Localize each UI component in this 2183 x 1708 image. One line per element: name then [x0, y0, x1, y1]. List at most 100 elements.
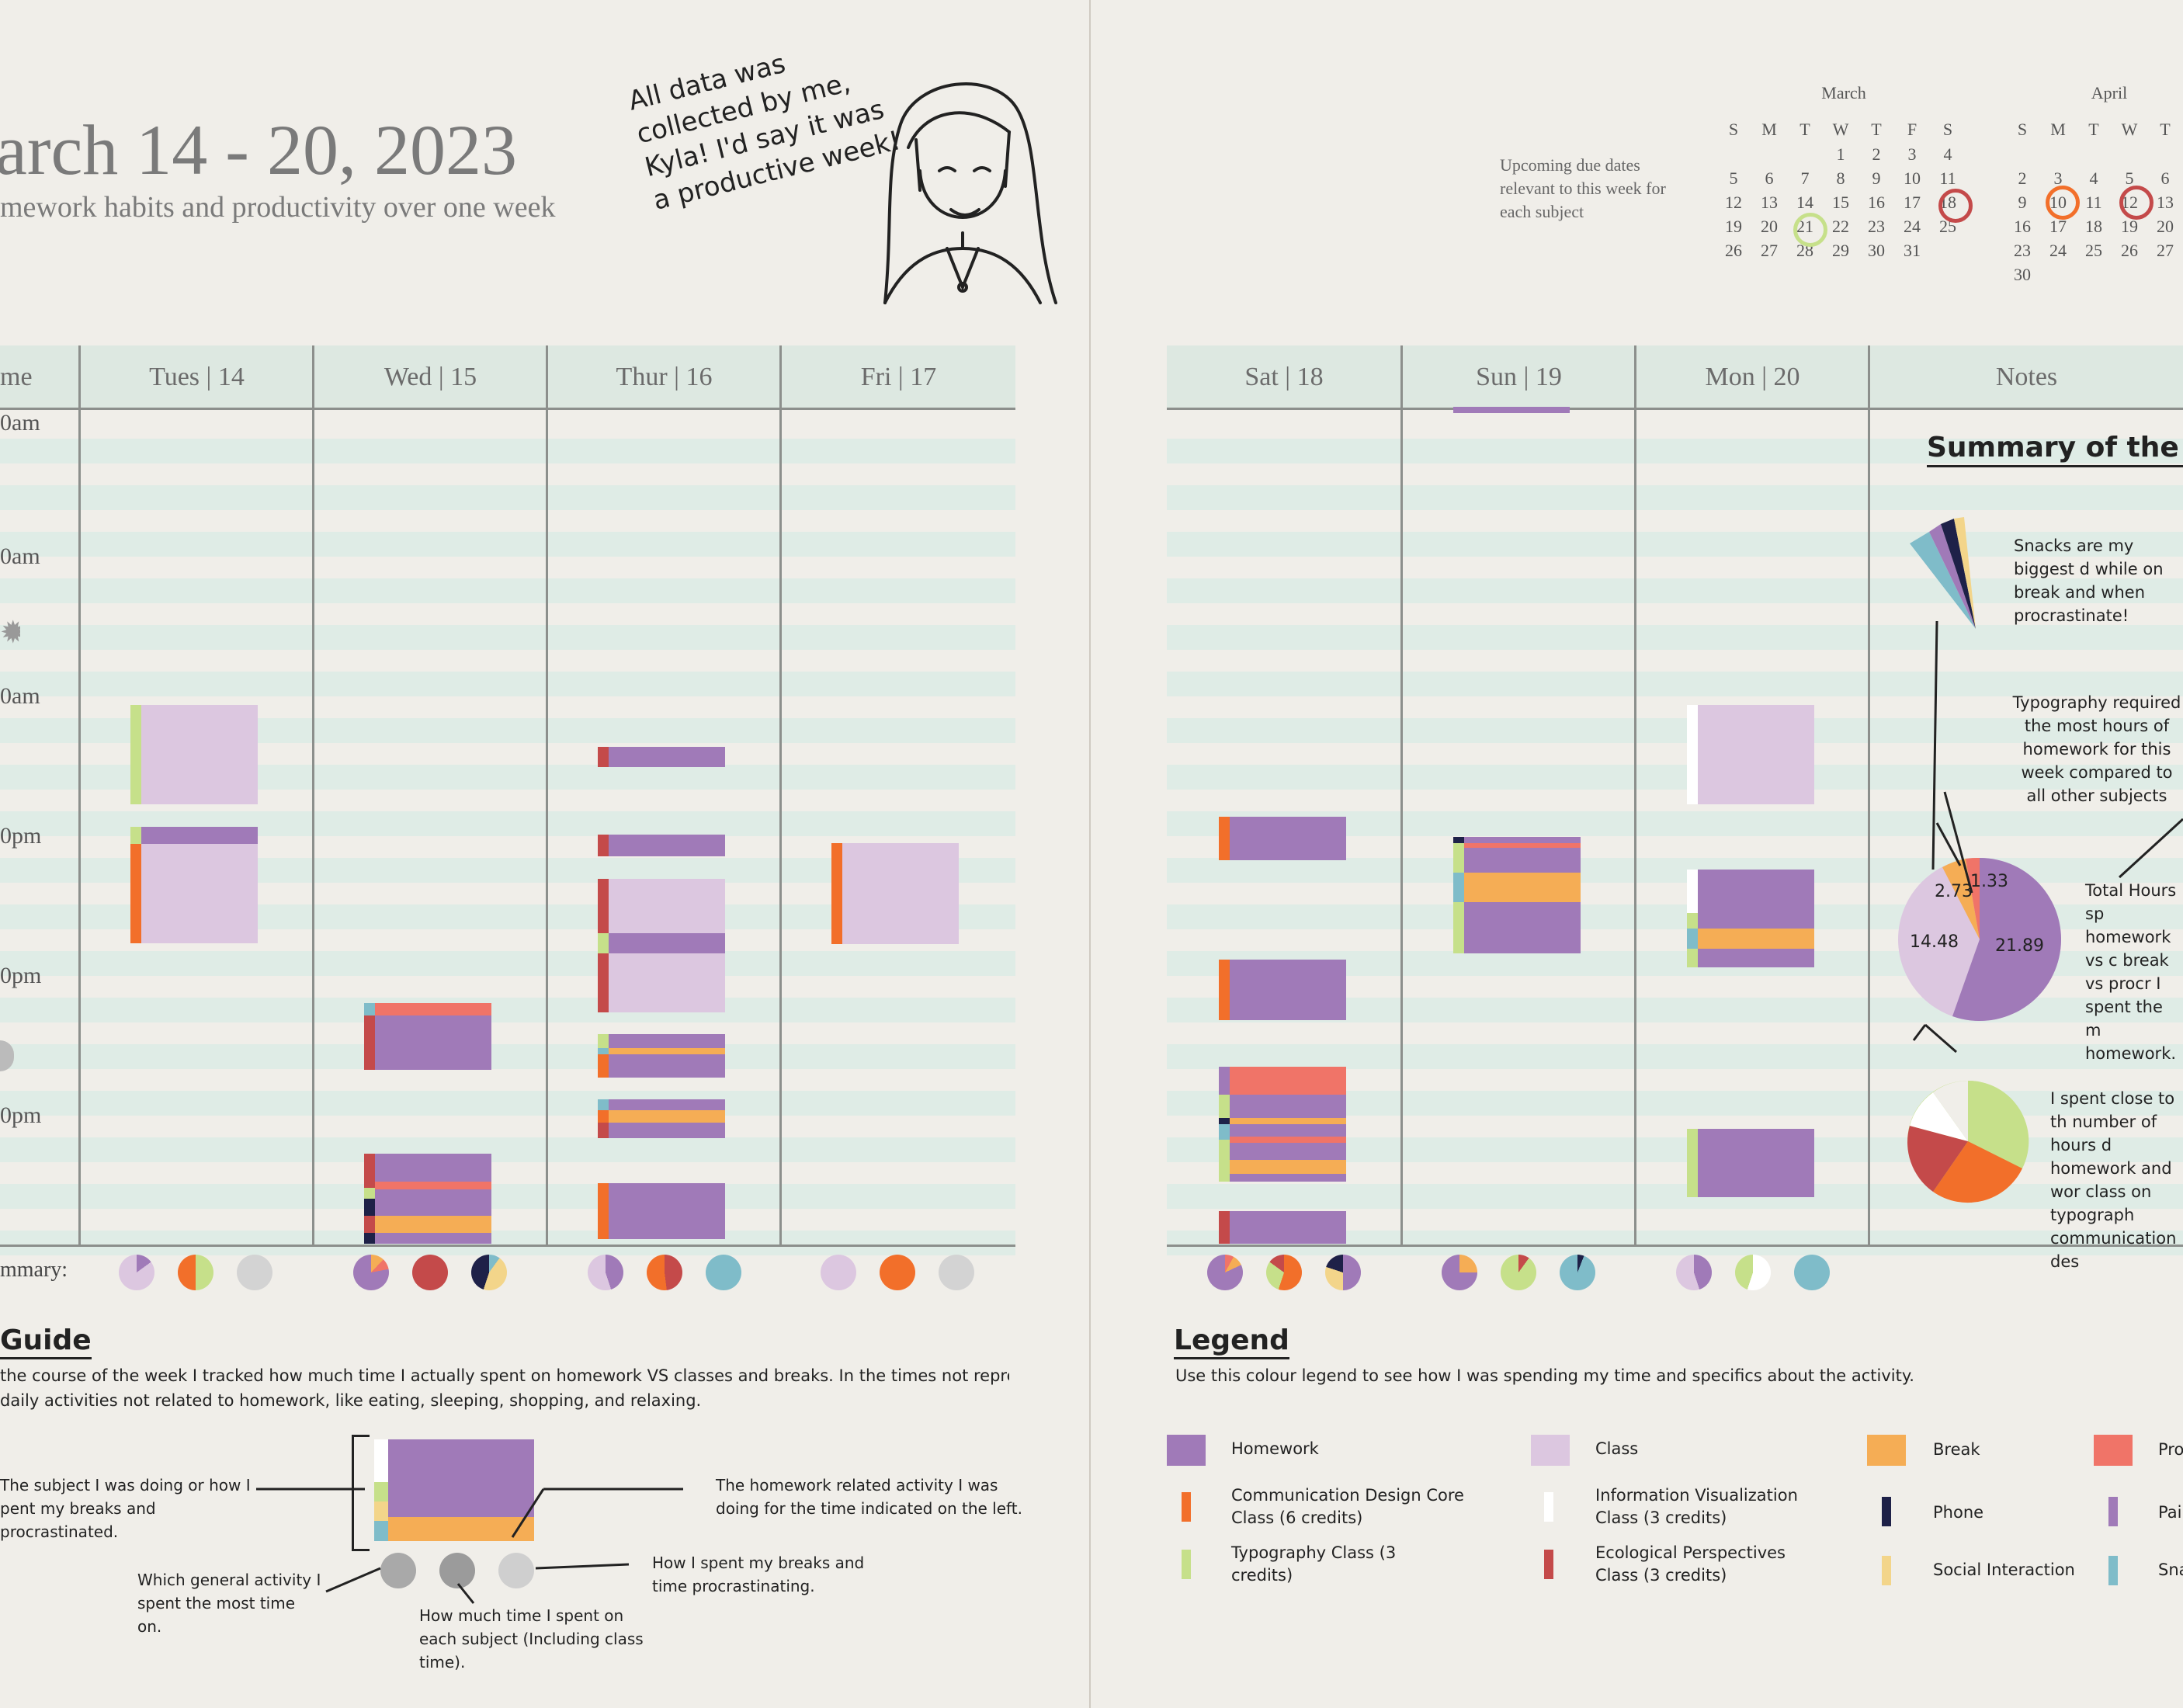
col-header-time: me [0, 345, 79, 409]
time-label: 0am [0, 543, 40, 569]
activity-block-typo [1687, 949, 1698, 967]
calendar-weekday: S [2017, 120, 2028, 139]
activity-block-comm [598, 1110, 609, 1123]
col-divider [1634, 345, 1636, 1246]
activity-block-homework [609, 835, 725, 856]
activity-block-homework [1698, 1129, 1814, 1197]
activity-block-typo [1219, 1160, 1230, 1182]
activity-block-typo [1219, 1140, 1230, 1160]
summary-pie [1442, 1255, 1477, 1290]
calendar-weekday: T [1800, 120, 1810, 139]
summary-pie [588, 1255, 623, 1290]
calendar-day: 2 [2018, 168, 2027, 188]
legend-label-paint: Pai [2158, 1503, 2182, 1522]
calendar-weekday: T [2088, 120, 2099, 139]
col-header-sun: Sun | 19 [1403, 345, 1635, 409]
activity-block-homework [1230, 1124, 1346, 1137]
activity-block-class [1698, 705, 1814, 804]
due-circle-mar18 [1938, 189, 1973, 223]
calendar-day: 17 [1904, 193, 1921, 212]
activity-block-break [609, 1048, 725, 1054]
legend-swatch-break [1867, 1435, 1906, 1466]
calendar-day: 13 [2157, 193, 2174, 212]
guide-homework-bar [388, 1439, 534, 1517]
activity-block-typo [364, 1188, 375, 1199]
activity-block-homework [609, 1123, 725, 1138]
guide-subject-bar [374, 1521, 388, 1541]
calendar-day: 19 [2121, 217, 2138, 236]
activity-block-typo [1453, 843, 1464, 873]
summary-pie [1794, 1255, 1830, 1290]
summary-pie [353, 1255, 389, 1290]
activity-block-eco [364, 1154, 375, 1188]
activity-block-eco [1219, 1211, 1230, 1244]
col-divider [312, 345, 314, 1246]
legend-label-typo: Typography Class (3 credits) [1231, 1543, 1397, 1585]
activity-block-homework [1230, 1095, 1346, 1118]
calendar-day: 3 [2053, 168, 2063, 188]
grid-top-rule [1167, 408, 2183, 410]
activity-block-homework [1453, 407, 1570, 413]
calendar-weekday: T [2160, 120, 2171, 139]
calendar-weekday: T [1871, 120, 1882, 139]
pie-value-class: 14.48 [1910, 932, 1959, 952]
guide-dot-general [380, 1553, 416, 1588]
pie-value-break: 2.73 [1935, 882, 1973, 901]
calendar-day: 24 [1904, 217, 1921, 236]
activity-block-break [1698, 929, 1814, 949]
guide-connectors [256, 1488, 683, 1604]
activity-block-homework [375, 1233, 491, 1244]
page-title: arch 14 - 20, 2023 [0, 110, 517, 189]
legend-label-eco: Ecological Perspectives Class (3 credits… [1595, 1543, 1786, 1585]
summary-pie [1560, 1255, 1595, 1290]
calendar-day: 23 [2014, 241, 2031, 260]
activity-block-phone [1453, 837, 1464, 843]
calendar-day: 18 [2085, 217, 2102, 236]
calendar-day: 9 [2018, 193, 2027, 212]
activity-block-snack [598, 1099, 609, 1110]
pie-value-procrastination: 1.33 [1970, 872, 2008, 891]
calendar-day: 10 [1904, 168, 1921, 188]
row-band [0, 1137, 1015, 1162]
activity-block-typo [598, 933, 609, 953]
legend-label-phone: Phone [1933, 1503, 1984, 1522]
grid-top-rule [0, 408, 1015, 410]
calendar-weekday: S [1728, 120, 1739, 139]
row-band [1167, 532, 2183, 557]
grid-bottom-rule [0, 1245, 1015, 1247]
activity-block-class [842, 843, 959, 944]
sun-icon: ✹ [0, 617, 20, 648]
activity-block-break [1230, 1160, 1346, 1174]
row-band [1167, 578, 2183, 603]
calendar-day: 16 [2014, 217, 2031, 236]
col-header-wed: Wed | 15 [314, 345, 547, 409]
legend-label-comm: Communication Design Core Class (6 credi… [1231, 1486, 1464, 1527]
legend-label-snack: Sna [2158, 1560, 2183, 1579]
legend-label-homework: Homework [1231, 1439, 1319, 1458]
activity-block-class [141, 844, 258, 943]
guide-annot-breaks: How I spent my breaks and time procrasti… [652, 1554, 865, 1595]
activity-block-homework [1230, 960, 1346, 1020]
activity-block-homework [375, 1199, 491, 1216]
row-band [0, 1091, 1015, 1116]
calendar-day: 3 [1907, 144, 1917, 164]
activity-block-phone [364, 1233, 375, 1244]
row-band [1167, 485, 2183, 510]
row-band [0, 625, 1015, 650]
calendar-day: 7 [1800, 168, 1810, 188]
row-band [1167, 439, 2183, 463]
activity-block-typo [130, 705, 141, 804]
calendar-weekday: M [1761, 120, 1777, 139]
calendar-day: 11 [1939, 168, 1956, 188]
portrait-illustration [883, 82, 1057, 304]
guide-dot-breaks [498, 1553, 534, 1588]
activity-block-snack [1453, 873, 1464, 902]
summary-pie [178, 1255, 213, 1290]
calendar-april: April S M T W T 2 3 4 5 6 9 10 11 12 13 16 17 18 19 20 23 24 2… [2004, 78, 2183, 295]
pie-value-homework: 21.89 [1995, 936, 2044, 956]
guide-annot-subject: The subject I was doing or how I pent my… [0, 1476, 251, 1541]
legend-swatch-class [1531, 1435, 1570, 1466]
calendar-day: 5 [1729, 168, 1738, 188]
legend-swatch-phone [1882, 1497, 1891, 1526]
activity-block-homework [1698, 949, 1814, 967]
